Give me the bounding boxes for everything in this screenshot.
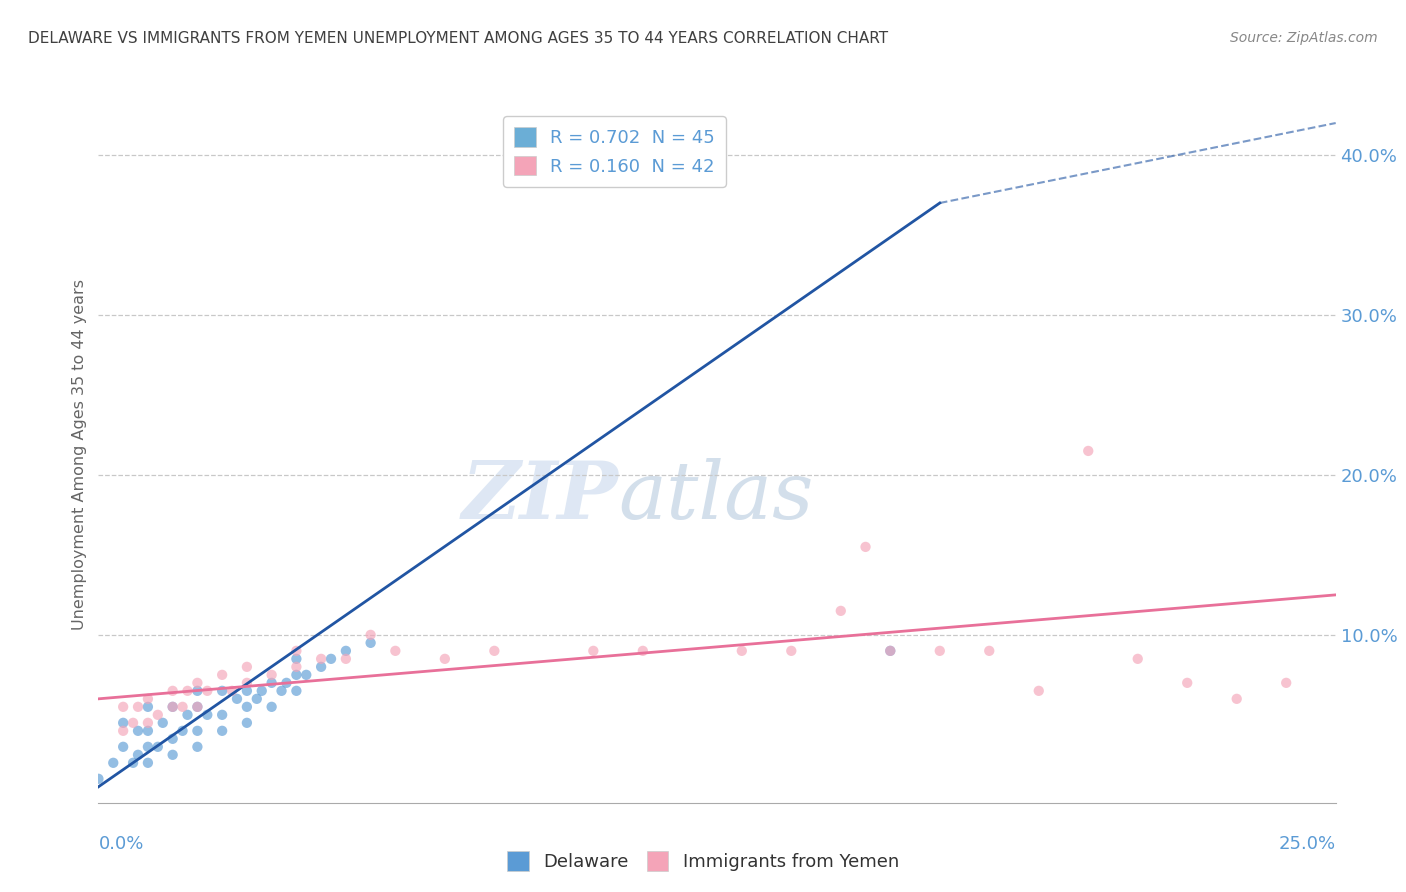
Legend: R = 0.702  N = 45, R = 0.160  N = 42: R = 0.702 N = 45, R = 0.160 N = 42 [503, 116, 725, 186]
Point [112, 715, 135, 730]
Point [152, 715, 174, 730]
Point [162, 747, 184, 762]
Point [236, 715, 259, 730]
Point [146, 707, 169, 722]
Point [103, 756, 125, 770]
Point [285, 652, 308, 666]
Point [162, 683, 184, 698]
Point [335, 644, 357, 658]
Point [162, 731, 184, 746]
Point [631, 644, 654, 658]
Point [186, 699, 208, 714]
Point [176, 683, 198, 698]
Point [186, 739, 208, 754]
Point [186, 683, 208, 698]
Point [87, 772, 110, 786]
Point [360, 628, 382, 642]
Point [236, 683, 259, 698]
Point [285, 644, 308, 658]
Point [112, 723, 135, 738]
Point [236, 699, 259, 714]
Point [195, 707, 218, 722]
Point [176, 707, 198, 722]
Point [879, 644, 901, 658]
Point [360, 636, 382, 650]
Point [186, 676, 208, 690]
Point [979, 644, 1001, 658]
Point [295, 668, 318, 682]
Point [855, 540, 877, 554]
Point [484, 644, 506, 658]
Point [250, 683, 273, 698]
Point [246, 691, 269, 706]
Point [122, 756, 145, 770]
Point [186, 723, 208, 738]
Point [211, 683, 233, 698]
Point [260, 699, 283, 714]
Point [186, 699, 208, 714]
Point [127, 699, 149, 714]
Point [260, 668, 283, 682]
Point [1226, 691, 1249, 706]
Point [1175, 676, 1198, 690]
Point [112, 699, 135, 714]
Point [270, 683, 292, 698]
Point [136, 715, 159, 730]
Point [136, 723, 159, 738]
Point [384, 644, 406, 658]
Point [335, 652, 357, 666]
Point [285, 683, 308, 698]
Point [780, 644, 803, 658]
Point [285, 668, 308, 682]
Text: atlas: atlas [619, 458, 814, 535]
Point [162, 699, 184, 714]
Point [236, 676, 259, 690]
Point [122, 715, 145, 730]
Point [260, 676, 283, 690]
Point [830, 604, 852, 618]
Point [136, 699, 159, 714]
Point [226, 691, 249, 706]
Text: 0.0%: 0.0% [98, 835, 143, 853]
Point [285, 660, 308, 674]
Point [1275, 676, 1298, 690]
Point [236, 660, 259, 674]
Text: ZIP: ZIP [461, 458, 619, 535]
Point [309, 652, 332, 666]
Point [127, 723, 149, 738]
Point [319, 652, 342, 666]
Point [172, 723, 194, 738]
Text: Source: ZipAtlas.com: Source: ZipAtlas.com [1230, 31, 1378, 45]
Point [276, 676, 298, 690]
Point [136, 756, 159, 770]
Point [146, 739, 169, 754]
Point [1028, 683, 1050, 698]
Point [112, 739, 135, 754]
Point [928, 644, 950, 658]
Point [211, 668, 233, 682]
Point [211, 707, 233, 722]
Point [1126, 652, 1149, 666]
Point [582, 644, 605, 658]
Point [221, 683, 243, 698]
Point [195, 683, 218, 698]
Point [172, 699, 194, 714]
Text: 25.0%: 25.0% [1278, 835, 1336, 853]
Point [136, 739, 159, 754]
Legend: Delaware, Immigrants from Yemen: Delaware, Immigrants from Yemen [499, 844, 907, 879]
Text: DELAWARE VS IMMIGRANTS FROM YEMEN UNEMPLOYMENT AMONG AGES 35 TO 44 YEARS CORRELA: DELAWARE VS IMMIGRANTS FROM YEMEN UNEMPL… [28, 31, 889, 46]
Point [879, 644, 901, 658]
Point [136, 691, 159, 706]
Point [433, 652, 456, 666]
Point [309, 660, 332, 674]
Point [731, 644, 754, 658]
Point [127, 747, 149, 762]
Point [211, 723, 233, 738]
Point [162, 699, 184, 714]
Point [1077, 444, 1099, 458]
Y-axis label: Unemployment Among Ages 35 to 44 years: Unemployment Among Ages 35 to 44 years [72, 279, 87, 631]
